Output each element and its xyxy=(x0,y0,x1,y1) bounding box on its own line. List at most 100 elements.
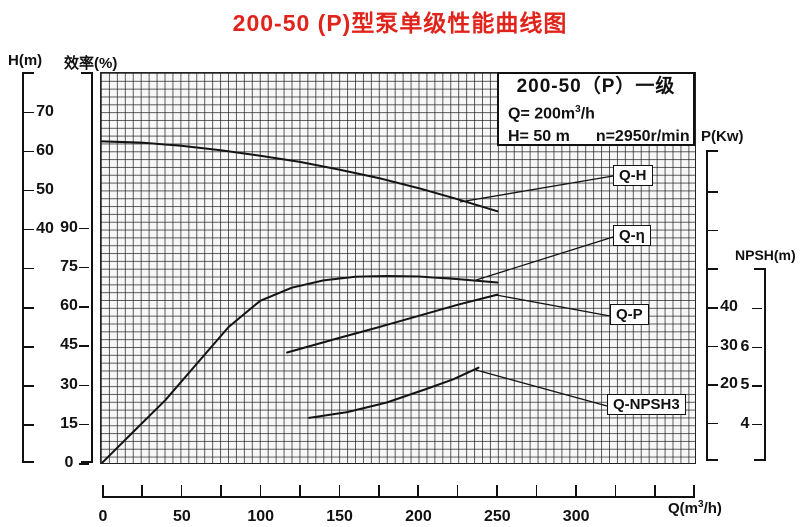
spec-head-speed: H= 50 m n=2950r/min xyxy=(499,125,693,148)
q-axis-tick xyxy=(654,485,656,496)
eff-axis-tick-label: 30 xyxy=(60,375,78,393)
q-axis-tick-label: 300 xyxy=(562,508,590,525)
p-axis-tick-label: 30 xyxy=(720,336,738,354)
q-axis-title-suffix: /h) xyxy=(703,500,722,517)
q-axis-tick-label: 200 xyxy=(405,508,432,525)
q-axis-tick xyxy=(417,485,420,496)
p-axis-tick xyxy=(708,229,718,232)
q-axis-tick xyxy=(575,485,577,496)
q-axis-title-prefix: Q(m xyxy=(668,500,698,517)
p-axis-tick xyxy=(708,345,718,348)
npsh-axis-title: NPSH(m) xyxy=(735,247,796,263)
q-axis-title-sup: 3 xyxy=(698,499,704,510)
p-axis-tick xyxy=(708,384,718,386)
q-axis-tick-label: 100 xyxy=(247,508,275,525)
h-axis-title: H(m) xyxy=(8,52,42,69)
spec-flow-unit: /h xyxy=(580,105,595,123)
pump-spec-box: 200-50（P）一级 Q= 200m3/h H= 50 m n=2950r/mi… xyxy=(497,72,695,146)
h-axis-tick-label: 40 xyxy=(36,219,54,237)
p-axis-tick xyxy=(708,307,718,309)
eff-axis-top-cap xyxy=(81,72,93,74)
q-axis-tick xyxy=(338,485,341,496)
curve-label-q-h: Q-H xyxy=(613,165,653,186)
eff-axis-tick-label: 90 xyxy=(60,218,78,236)
p-axis-title-text: P(Kw) xyxy=(701,128,744,145)
q-axis-title: Q(m3/h) xyxy=(668,499,722,517)
eff-axis-title-text: 效率(%) xyxy=(64,55,118,72)
npsh-axis-tick xyxy=(752,307,762,310)
q-axis-tick xyxy=(259,485,262,496)
eff-axis-tick-label: 0 xyxy=(64,453,74,471)
eff-axis-tick-label: 15 xyxy=(60,414,78,432)
h-axis-bottom-cap xyxy=(22,461,34,463)
npsh-axis-tick-label: 6 xyxy=(740,337,750,355)
q-axis-tick-label: 50 xyxy=(172,508,191,525)
h-axis-line xyxy=(22,72,24,463)
eff-axis-tick-label: 60 xyxy=(60,297,78,315)
npsh-axis-bottom-cap xyxy=(754,459,766,461)
p-axis-tick-label: 40 xyxy=(720,298,738,315)
spec-speed-text: n=2950r/min xyxy=(595,128,690,146)
q-axis-tick xyxy=(378,485,380,496)
h-axis-tick-label: 70 xyxy=(36,102,54,120)
q-axis-line xyxy=(102,496,696,498)
chart-title: 200-50 (P)型泵单级性能曲线图 xyxy=(232,10,568,36)
q-axis-tick xyxy=(456,485,459,496)
eff-axis-tick xyxy=(79,306,89,308)
h-axis-tick xyxy=(24,346,34,348)
spec-head-text: H= 50 m xyxy=(508,128,570,146)
p-axis-tick xyxy=(708,422,718,425)
eff-axis-title: 效率(%) xyxy=(64,52,117,73)
q-axis-tick xyxy=(299,485,301,496)
npsh-axis-tick xyxy=(752,385,762,387)
npsh-axis-tick xyxy=(752,346,762,349)
h-axis-tick xyxy=(24,111,34,114)
eff-axis-tick xyxy=(79,266,89,269)
h-axis-tick xyxy=(24,189,34,192)
q-axis-tick-label: 150 xyxy=(326,508,353,525)
eff-axis-tick xyxy=(79,462,89,465)
spec-flow-sup: 3 xyxy=(575,104,581,115)
spec-flow: Q= 200m3/h xyxy=(499,98,693,125)
p-axis-tick xyxy=(708,191,718,193)
q-axis-tick xyxy=(180,485,183,496)
p-axis-bottom-cap xyxy=(706,459,718,461)
h-axis-tick-label: 60 xyxy=(36,141,54,159)
p-axis-title: P(Kw) xyxy=(701,128,744,145)
h-axis-tick-label: 50 xyxy=(36,180,54,198)
h-axis-top-cap xyxy=(22,72,34,74)
curve-label-q-p: Q-P xyxy=(610,304,649,325)
curve-label-q-npsh3: Q-NPSH3 xyxy=(607,394,686,415)
npsh-axis-tick-label: 4 xyxy=(740,414,750,432)
p-axis-line xyxy=(706,150,708,461)
h-axis-tick xyxy=(24,228,34,231)
eff-axis-tick-label: 75 xyxy=(60,257,78,275)
p-axis-tick-label: 20 xyxy=(720,375,738,393)
q-axis-tick xyxy=(693,485,696,496)
q-axis-tick xyxy=(496,485,498,496)
curve-label-q-eta: Q-η xyxy=(613,225,651,246)
h-axis-tick xyxy=(24,150,34,153)
q-axis-tick xyxy=(141,485,144,496)
eff-axis-tick xyxy=(79,423,89,426)
npsh-axis-title-text: NPSH(m) xyxy=(735,247,796,263)
npsh-axis-top-cap xyxy=(754,268,766,270)
p-axis-top-cap xyxy=(706,150,718,152)
eff-axis-tick xyxy=(79,384,89,387)
p-axis-tick xyxy=(708,268,718,270)
eff-axis-tick-label: 45 xyxy=(60,336,78,354)
q-axis-tick xyxy=(535,485,538,496)
npsh-axis-tick xyxy=(752,423,762,426)
h-axis-tick xyxy=(24,424,34,426)
h-axis-tick xyxy=(24,267,34,270)
eff-axis-tick xyxy=(79,227,89,230)
eff-axis-tick xyxy=(79,345,89,347)
npsh-axis-tick-label: 5 xyxy=(740,376,750,394)
q-axis-tick-label: 0 xyxy=(98,508,108,525)
q-axis-tick xyxy=(220,485,222,496)
eff-axis-bottom-cap xyxy=(81,461,93,463)
spec-flow-text: Q= 200m xyxy=(508,105,576,123)
q-axis-tick xyxy=(614,485,617,496)
eff-axis-line xyxy=(91,72,93,463)
